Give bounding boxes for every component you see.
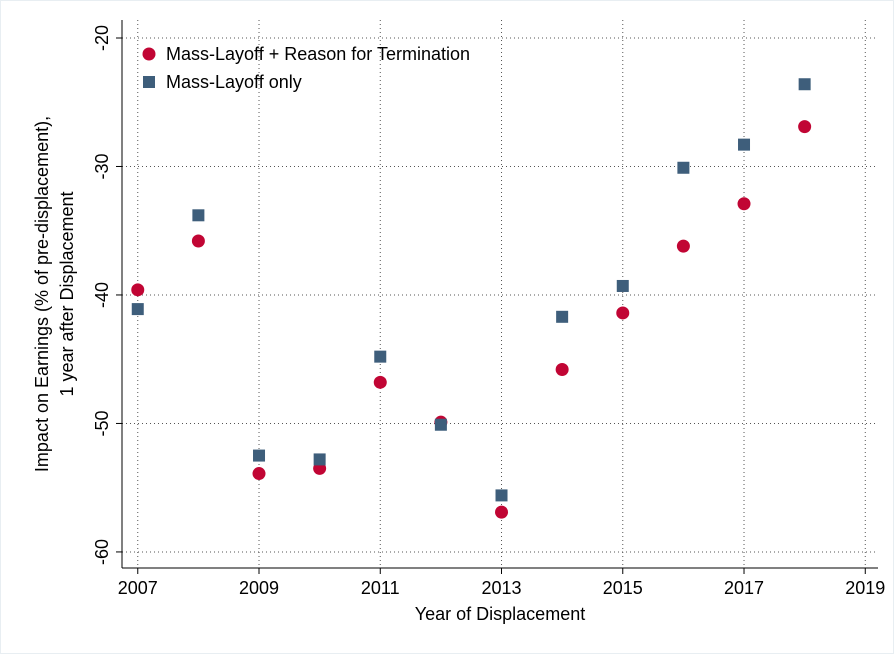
y-tick-label: -40 [92,282,112,308]
point [252,467,266,481]
x-tick-label: 2017 [724,578,764,598]
point [677,161,690,174]
plot-area [122,20,878,568]
y-tick-label: -60 [92,539,112,565]
x-tick-label: 2007 [118,578,158,598]
point [131,283,145,297]
point [191,234,205,248]
point [192,209,205,222]
x-tick-label: 2013 [481,578,521,598]
y-tick-label: -30 [92,153,112,179]
y-axis-label: Impact on Earnings (% of pre-displacemen… [32,116,52,472]
y-tick-label: -20 [92,25,112,51]
legend-label: Mass-Layoff + Reason for Termination [166,44,470,64]
point [373,375,387,389]
x-axis-label: Year of Displacement [415,604,585,624]
point [313,453,326,466]
point [253,449,266,462]
x-tick-label: 2019 [845,578,885,598]
point [555,362,569,376]
y-axis-label: 1 year after Displacement [57,191,77,396]
point [495,489,508,502]
point [798,120,812,134]
legend-marker [142,47,156,61]
point [434,418,447,431]
point [556,310,569,323]
point [676,239,690,253]
x-tick-label: 2011 [361,578,400,598]
x-tick-label: 2015 [603,578,643,598]
legend-label: Mass-Layoff only [166,72,302,92]
point [798,78,811,91]
point [131,303,144,316]
point [738,138,751,151]
point [737,197,751,211]
x-tick-label: 2009 [239,578,279,598]
point [495,505,509,519]
y-tick-label: -50 [92,410,112,436]
point [616,306,630,320]
point [616,279,629,292]
point [374,350,387,363]
legend-marker [143,76,155,88]
